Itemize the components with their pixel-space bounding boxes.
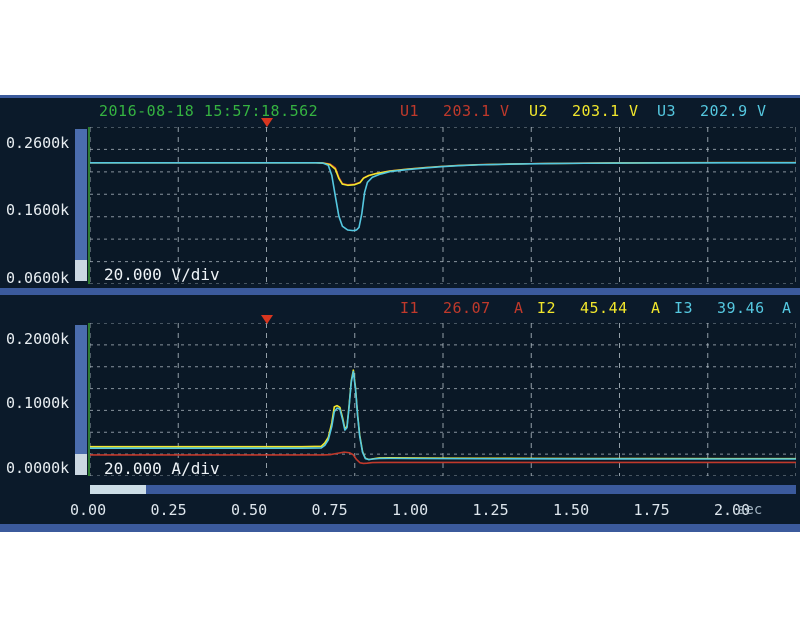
readout-i2-value: 45.44	[580, 299, 628, 317]
current-plot-canvas	[90, 323, 796, 476]
current-vertical-scroll-thumb[interactable]	[75, 454, 87, 475]
current-ytick-2: 0.0000k	[6, 459, 70, 477]
time-tick-1: 0.25	[150, 501, 187, 519]
time-tick-8: 2.00	[714, 501, 751, 519]
voltage-vertical-scrollbar[interactable]	[75, 129, 87, 281]
time-tick-5: 1.25	[472, 501, 509, 519]
current-scale-label: 20.000 A/div	[104, 459, 220, 478]
current-chart[interactable]	[90, 323, 796, 476]
readout-u3-label: U3	[657, 102, 677, 120]
readout-u3-value: 202.9	[700, 102, 748, 120]
readout-i3-label: I3	[674, 299, 694, 317]
time-tick-6: 1.50	[553, 501, 590, 519]
timestamp-label: 2016-08-18 15:57:18.562	[99, 102, 319, 120]
voltage-ytick-2: 0.0600k	[6, 269, 70, 287]
readout-u2-unit: V	[629, 102, 639, 120]
time-tick-2: 0.50	[231, 501, 268, 519]
readout-i3-unit: A	[782, 299, 792, 317]
current-cursor-marker[interactable]	[260, 315, 273, 324]
voltage-vertical-scroll-thumb[interactable]	[75, 260, 87, 281]
voltage-cursor-marker[interactable]	[260, 118, 273, 127]
voltage-y-axis-line	[88, 127, 90, 284]
readout-i3-value: 39.46	[717, 299, 765, 317]
time-tick-4: 1.00	[392, 501, 429, 519]
current-y-axis-line	[88, 323, 90, 476]
readout-u1-value: 203.1	[443, 102, 491, 120]
voltage-header: 2016-08-18 15:57:18.562 U1 203.1 V U2 20…	[0, 98, 800, 124]
readout-u1-label: U1	[400, 102, 420, 120]
readout-u2-label: U2	[529, 102, 549, 120]
readout-u2-value: 203.1	[572, 102, 620, 120]
time-axis-unit: sec	[737, 502, 763, 518]
readout-i1-unit: A	[514, 299, 524, 317]
readout-i2-label: I2	[537, 299, 557, 317]
time-tick-3: 0.75	[311, 501, 348, 519]
voltage-scale-label: 20.000 V/div	[104, 265, 220, 284]
readout-u3-unit: V	[757, 102, 767, 120]
panel-bottom-border	[0, 524, 800, 532]
readout-i1-value: 26.07	[443, 299, 491, 317]
time-tick-7: 1.75	[633, 501, 670, 519]
voltage-plot-canvas	[90, 127, 796, 284]
voltage-ytick-0: 0.2600k	[6, 134, 70, 152]
time-scrollbar[interactable]	[90, 485, 796, 494]
time-scroll-thumb[interactable]	[90, 485, 146, 494]
current-header: I1 26.07 A I2 45.44 A I3 39.46 A	[0, 295, 800, 321]
voltage-ytick-1: 0.1600k	[6, 201, 70, 219]
readout-i1-label: I1	[400, 299, 420, 317]
current-vertical-scrollbar[interactable]	[75, 325, 87, 475]
panel-top-border	[0, 95, 800, 98]
readout-i2-unit: A	[651, 299, 661, 317]
panel-separator	[0, 288, 800, 295]
instrument-panel: 2016-08-18 15:57:18.562 U1 203.1 V U2 20…	[0, 95, 800, 532]
readout-u1-unit: V	[500, 102, 510, 120]
current-ytick-0: 0.2000k	[6, 330, 70, 348]
current-ytick-1: 0.1000k	[6, 394, 70, 412]
time-axis: 0.00 0.25 0.50 0.75 1.00 1.25 1.50 1.75 2.00	[0, 495, 800, 523]
voltage-chart[interactable]	[90, 127, 796, 284]
time-tick-0: 0.00	[70, 501, 107, 519]
